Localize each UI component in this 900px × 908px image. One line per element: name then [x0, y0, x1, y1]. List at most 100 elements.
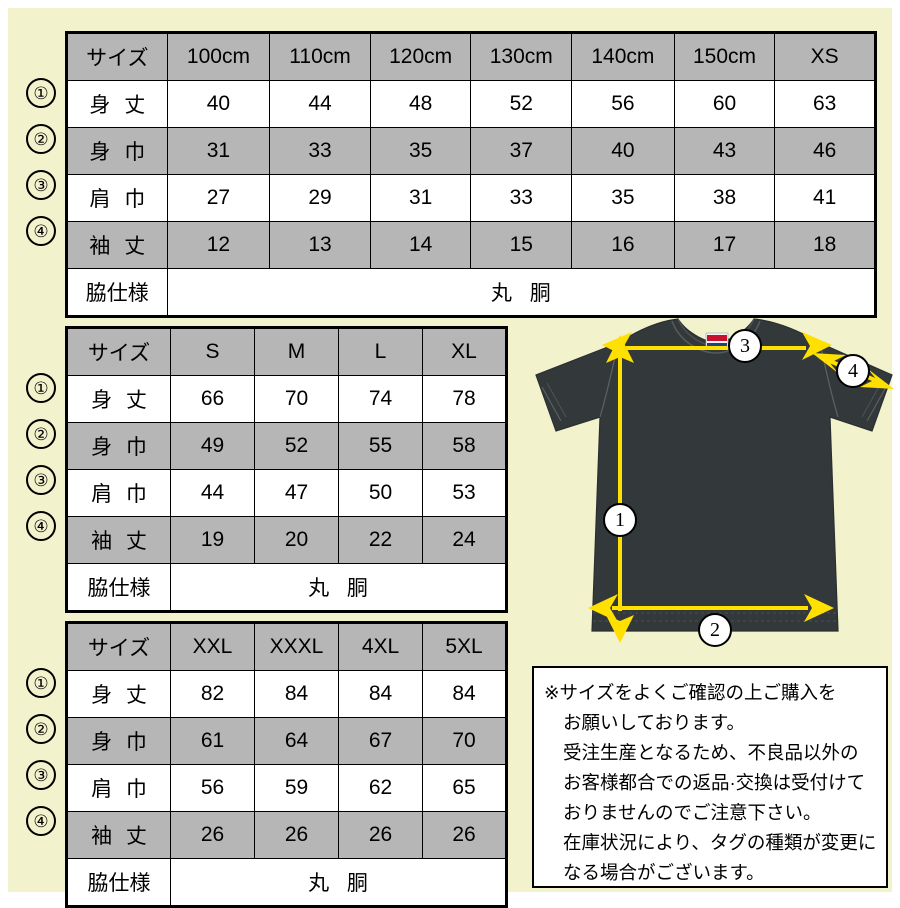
table1-r0c5: 60 — [673, 80, 776, 128]
table1-r1c3: 37 — [470, 127, 573, 175]
tshirt-sleeve-hem-right-2 — [861, 382, 882, 418]
table3-r3c1: 26 — [254, 811, 339, 859]
table1-col-1: 110cm — [269, 32, 371, 81]
table2-row3-label: 袖 丈 — [66, 516, 171, 564]
row-marker-column-table3: ① ② ③ ④ — [26, 668, 70, 858]
table3-spec-value: 丸 胴 — [170, 858, 507, 907]
table3-r3c2: 26 — [338, 811, 423, 859]
table-row: 肩 巾 44 47 50 53 — [66, 469, 507, 517]
table1-r3c1: 13 — [269, 221, 371, 269]
table1-r0c4: 56 — [571, 80, 675, 128]
table3-r0c2: 84 — [338, 670, 423, 718]
table2-col-1: M — [254, 327, 339, 376]
table1-r3c5: 17 — [673, 221, 776, 269]
table-row: 袖 丈 19 20 22 24 — [66, 516, 507, 564]
note-line-3: お客様都合での返品·交換は受付けて — [563, 772, 866, 793]
tshirt-measurement-diagram: 1 2 3 4 — [520, 313, 900, 653]
table2-r0c1: 70 — [254, 375, 339, 423]
table-row-spec: 脇仕様 丸 胴 — [66, 563, 507, 612]
note-line-1: お願いしております。 — [563, 712, 746, 733]
table1-col-5: 150cm — [673, 32, 776, 81]
diagram-marker-4: 4 — [836, 354, 870, 388]
table2-row0-label: 身 丈 — [66, 375, 171, 423]
table3-row2-label: 肩 巾 — [66, 764, 171, 812]
row-marker-3: ③ — [26, 465, 56, 495]
table-row: 身 丈 66 70 74 78 — [66, 375, 507, 423]
table2-spec-label: 脇仕様 — [66, 563, 171, 612]
table3-r2c0: 56 — [170, 764, 255, 812]
row-marker-4: ④ — [26, 806, 56, 836]
table3-col-1: XXXL — [254, 622, 339, 671]
table3-col-3: 5XL — [422, 622, 507, 671]
table3-col-2: 4XL — [338, 622, 423, 671]
note-line-6: なる場合がございます。 — [563, 862, 765, 883]
brand-tag-red-band — [707, 335, 727, 341]
table1-r1c1: 33 — [269, 127, 371, 175]
table1-r2c6: 41 — [774, 174, 876, 222]
table1-col-3: 130cm — [470, 32, 573, 81]
note-line-4: おりませんのでご注意下さい。 — [563, 802, 822, 823]
diagram-marker-1: 1 — [603, 503, 637, 537]
tshirt-shoulder-seam-right — [819, 342, 839, 418]
table3-r2c3: 65 — [422, 764, 507, 812]
measure-arrowhead-2-right — [804, 594, 834, 622]
table1-row0-label: 身 丈 — [66, 80, 168, 128]
table3-r1c1: 64 — [254, 717, 339, 765]
row-marker-4: ④ — [26, 511, 56, 541]
note-line-2: 受注生産となるため、不良品以外の — [563, 742, 859, 763]
tshirt-sleeve-hem-left-2 — [546, 382, 567, 418]
table2-col-2: L — [338, 327, 423, 376]
table2-spec-value: 丸 胴 — [170, 563, 507, 612]
table1-r2c1: 29 — [269, 174, 371, 222]
table2-r0c3: 78 — [422, 375, 507, 423]
table-row-header: サイズ S M L XL — [66, 327, 507, 376]
table2-r3c2: 22 — [338, 516, 423, 564]
table1-r0c3: 52 — [470, 80, 573, 128]
row-marker-column-table1: ① ② ③ ④ — [26, 78, 70, 268]
size-table-large: サイズ XXL XXXL 4XL 5XL 身 丈 82 84 84 84 身 巾… — [65, 621, 508, 908]
purchase-note-box: ※サイズをよくご確認の上ご購入を お願いしております。 受注生産となるため、不良… — [532, 666, 888, 888]
measure-arrowhead-3-right — [802, 332, 832, 360]
measure-arrowhead-3-left — [602, 332, 632, 360]
table1-row1-label: 身 巾 — [66, 127, 168, 175]
row-marker-1: ① — [26, 373, 56, 403]
table1-spec-label: 脇仕様 — [66, 268, 168, 317]
table-row-spec: 脇仕様 丸 胴 — [66, 268, 877, 317]
table1-r0c6: 63 — [774, 80, 876, 128]
tshirt-sleeve-hem-right — [866, 386, 887, 422]
table3-r0c1: 84 — [254, 670, 339, 718]
table1-spec-value: 丸 胴 — [166, 268, 877, 317]
table1-r3c0: 12 — [166, 221, 271, 269]
table2-r1c3: 58 — [422, 422, 507, 470]
size-table-adult: サイズ S M L XL 身 丈 66 70 74 78 身 巾 49 52 — [65, 326, 508, 613]
table2-r3c3: 24 — [422, 516, 507, 564]
table1-row3-label: 袖 丈 — [66, 221, 168, 269]
measure-arrowhead-4-lower — [860, 369, 894, 389]
table2-r1c0: 49 — [170, 422, 255, 470]
size-table-kids: サイズ 100cm 110cm 120cm 130cm 140cm 150cm … — [65, 31, 877, 318]
table-row-header: サイズ XXL XXXL 4XL 5XL — [66, 622, 507, 671]
table3-header-label: サイズ — [66, 622, 171, 671]
table3-r3c3: 26 — [422, 811, 507, 859]
table2-r2c3: 53 — [422, 469, 507, 517]
table2-r2c2: 50 — [338, 469, 423, 517]
table3-r3c0: 26 — [170, 811, 255, 859]
measure-arrowhead-1-bottom — [606, 615, 634, 643]
table1-r1c4: 40 — [571, 127, 675, 175]
table1-col-0: 100cm — [166, 32, 271, 81]
table3-r1c0: 61 — [170, 717, 255, 765]
table1-col-6: XS — [774, 32, 876, 81]
table1-r3c2: 14 — [369, 221, 472, 269]
table1-r1c6: 46 — [774, 127, 876, 175]
measure-arrowhead-4-upper — [812, 353, 846, 373]
table1-r1c2: 35 — [369, 127, 472, 175]
table3-row0-label: 身 丈 — [66, 670, 171, 718]
table1-r0c2: 48 — [369, 80, 472, 128]
row-marker-4: ④ — [26, 216, 56, 246]
table-row: 身 丈 82 84 84 84 — [66, 670, 507, 718]
table2-r2c0: 44 — [170, 469, 255, 517]
table2-r2c1: 47 — [254, 469, 339, 517]
table1-r0c0: 40 — [166, 80, 271, 128]
row-marker-column-table2: ① ② ③ ④ — [26, 373, 70, 563]
table1-r2c0: 27 — [166, 174, 271, 222]
